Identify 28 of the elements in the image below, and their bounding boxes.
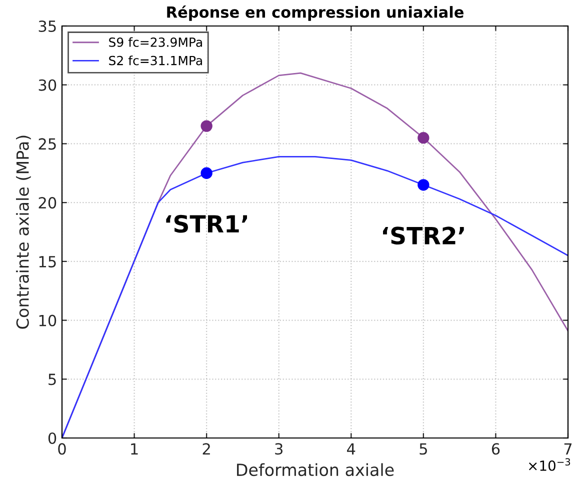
point xyxy=(418,179,430,191)
x-tick-label: 2 xyxy=(202,443,210,454)
y-tick-label: 30 xyxy=(38,79,56,91)
y-tick-label: 15 xyxy=(39,256,56,268)
legend-label: S2 fc=31.1MPa xyxy=(109,56,202,66)
x-tick-label: 5 xyxy=(420,443,427,455)
x-tick-label: 0 xyxy=(58,443,66,455)
point xyxy=(418,132,430,144)
y-tick-label: 35 xyxy=(38,20,56,32)
chart-title: Réponse en compression uniaxiale xyxy=(167,5,464,21)
legend-label: S9 fc=23.9MPa xyxy=(109,37,202,47)
x-tick-label: 7 xyxy=(564,443,572,454)
x-tick-label: 1 xyxy=(131,443,138,454)
x-tick-label: 4 xyxy=(347,443,356,454)
y-axis-title: Contrainte axiale (MPa) xyxy=(16,136,31,329)
text: ×10$^{−3}$ xyxy=(528,458,570,471)
y-tick-label: 10 xyxy=(39,314,56,326)
y-tick-label: 20 xyxy=(38,197,56,209)
y-tick-label: 0 xyxy=(48,432,56,444)
annotation: ‘STR1’ xyxy=(166,214,247,233)
x-axis-title: Deformation axiale xyxy=(237,463,394,476)
x-tick-label: 3 xyxy=(275,443,282,455)
point xyxy=(200,167,212,179)
point xyxy=(200,120,212,132)
x-tick-label: 6 xyxy=(492,443,500,455)
y-tick-label: 5 xyxy=(48,374,56,386)
annotation: ‘STR2’ xyxy=(383,226,464,245)
y-tick-label: 25 xyxy=(38,138,56,150)
